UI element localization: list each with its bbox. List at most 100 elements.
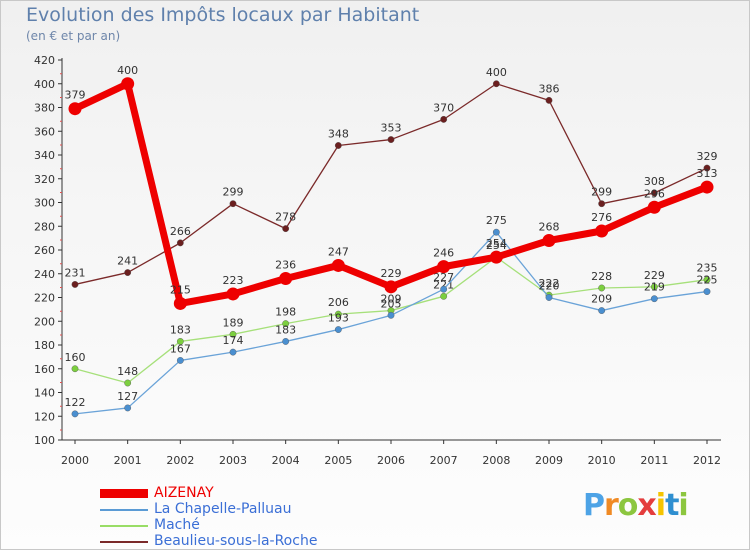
- data-label: 219: [644, 281, 665, 294]
- logo-letter: i: [678, 488, 688, 523]
- data-point: [229, 200, 237, 208]
- x-tick-label: 2010: [588, 454, 616, 467]
- data-point: [71, 410, 79, 418]
- data-point: [595, 224, 609, 238]
- y-tick-label: 100: [34, 434, 55, 447]
- data-point: [598, 307, 606, 314]
- legend-swatch: [100, 541, 148, 543]
- data-point: [437, 260, 451, 274]
- data-label: 122: [65, 396, 86, 409]
- data-point: [124, 404, 132, 412]
- data-label: 379: [65, 89, 86, 102]
- chart-title: Evolution des Impôts locaux par Habitant: [26, 4, 420, 26]
- data-label: 246: [433, 247, 454, 260]
- data-label: 386: [539, 82, 560, 95]
- data-point: [71, 365, 79, 373]
- data-point: [124, 269, 132, 276]
- legend-label: La Chapelle-Palluau: [154, 501, 292, 517]
- data-label: 160: [65, 351, 86, 364]
- y-tick-label: 180: [34, 339, 55, 352]
- data-point: [282, 225, 290, 233]
- data-point: [387, 311, 395, 319]
- data-point: [700, 180, 714, 194]
- data-label: 275: [486, 214, 507, 227]
- data-label: 229: [644, 269, 665, 282]
- data-point: [71, 281, 79, 288]
- data-label: 353: [381, 122, 402, 135]
- data-label: 400: [117, 64, 138, 77]
- data-label: 266: [170, 225, 191, 238]
- data-label: 235: [697, 262, 718, 275]
- y-tick-label: 340: [34, 149, 55, 162]
- series-la-chapelle-palluau: 122 127 167 174 183 193 205 227 275 220 209 219 225: [65, 214, 718, 418]
- data-point: [229, 348, 237, 356]
- data-label: 241: [117, 255, 138, 268]
- data-point: [176, 239, 184, 247]
- data-label: 299: [223, 186, 244, 199]
- data-point: [334, 326, 342, 333]
- data-point: [650, 283, 658, 291]
- y-tick-label: 420: [34, 54, 55, 67]
- data-label: 370: [433, 101, 454, 114]
- legend-swatch: [100, 489, 148, 498]
- data-point: [440, 285, 448, 293]
- y-tick-label: 220: [34, 292, 55, 305]
- x-tick-label: 2012: [693, 454, 721, 467]
- data-point: [279, 272, 293, 285]
- legend-swatch: [100, 525, 148, 527]
- data-point: [440, 115, 448, 123]
- data-label: 247: [328, 245, 349, 258]
- data-point: [598, 284, 606, 292]
- x-tick-label: 2008: [482, 454, 510, 467]
- x-tick-label: 2007: [430, 454, 458, 467]
- data-label: 236: [275, 259, 296, 272]
- data-label: 254: [486, 237, 507, 250]
- data-point: [703, 276, 711, 284]
- x-tick-label: 2003: [219, 454, 247, 467]
- data-label: 225: [697, 274, 718, 287]
- data-label: 308: [644, 175, 665, 188]
- x-tick-label: 2002: [166, 454, 194, 467]
- y-tick-label: 380: [34, 102, 55, 115]
- logo-letter: r: [604, 488, 619, 523]
- data-label: 205: [381, 297, 402, 310]
- x-tick-label: 2000: [61, 454, 89, 467]
- x-tick-label: 2011: [640, 454, 668, 467]
- data-label: 198: [275, 306, 296, 319]
- y-tick-label: 120: [34, 410, 55, 423]
- data-point: [226, 287, 240, 301]
- data-label: 206: [328, 296, 349, 309]
- data-point: [176, 338, 184, 345]
- x-tick-label: 2006: [377, 454, 405, 467]
- data-label: 193: [328, 312, 349, 325]
- data-point: [124, 379, 132, 387]
- logo-letter: o: [617, 488, 639, 523]
- series-aizenay: 379 400 215 223 236 247 229 246 254 268 276 296 313: [65, 64, 718, 310]
- data-point: [489, 250, 503, 264]
- x-tick-label: 2001: [114, 454, 142, 467]
- y-tick-label: 200: [34, 315, 55, 328]
- data-label: 174: [223, 334, 244, 347]
- data-label: 215: [170, 283, 191, 296]
- y-tick-label: 160: [34, 363, 55, 376]
- legend-label: Maché: [154, 517, 200, 533]
- data-label: 228: [591, 270, 612, 283]
- data-point: [647, 200, 661, 214]
- data-label: 127: [117, 390, 138, 403]
- data-point: [387, 136, 395, 143]
- data-point: [703, 164, 711, 172]
- data-label: 183: [170, 323, 191, 336]
- data-point: [282, 338, 290, 345]
- data-point: [598, 200, 606, 208]
- chart-subtitle: (en € et par an): [26, 29, 121, 43]
- y-tick-label: 140: [34, 387, 55, 400]
- x-tick-label: 2004: [272, 454, 300, 467]
- y-tick-label: 320: [34, 173, 55, 186]
- data-label: 209: [591, 293, 612, 306]
- data-label: 183: [275, 323, 296, 336]
- data-point: [440, 292, 448, 300]
- data-point: [282, 320, 290, 328]
- data-label: 229: [381, 267, 402, 280]
